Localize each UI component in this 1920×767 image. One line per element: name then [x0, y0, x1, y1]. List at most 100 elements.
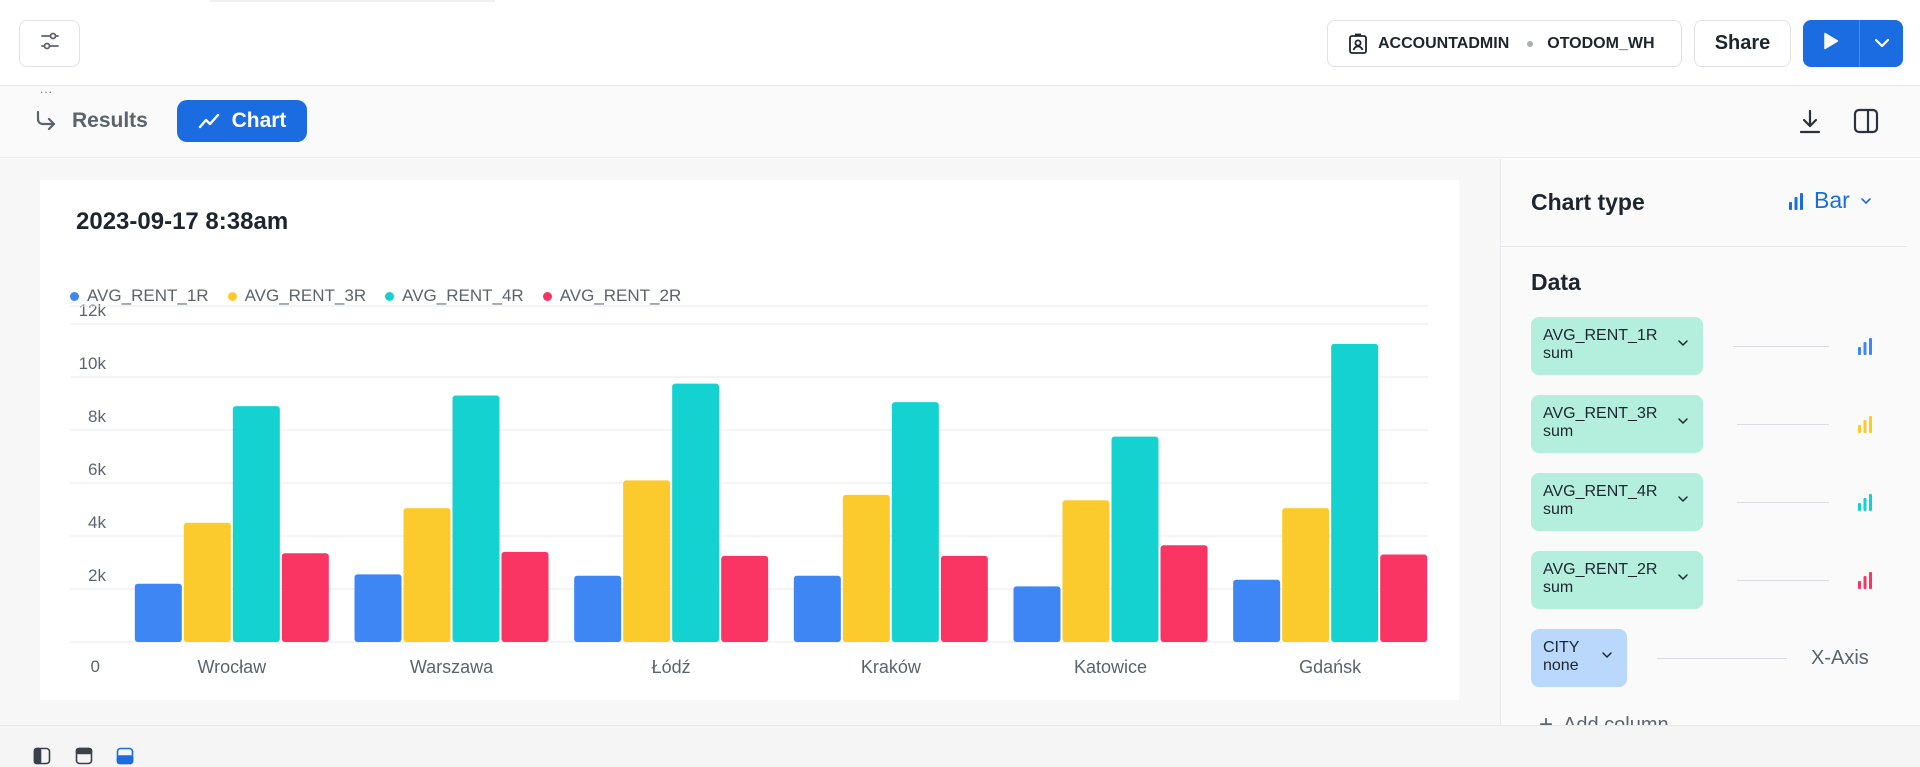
layout-sidebar-icon[interactable]	[33, 747, 51, 765]
legend-item[interactable]: AVG_RENT_4R	[385, 286, 524, 306]
layout-top-icon[interactable]	[75, 747, 93, 765]
column-aggregation: sum	[1543, 579, 1574, 596]
x-axis-column-pill[interactable]: CITY none	[1531, 629, 1627, 687]
legend-label: AVG_RENT_2R	[559, 286, 682, 305]
x-tick-label: Kraków	[861, 657, 922, 677]
column-name: AVG_RENT_2R	[1543, 561, 1658, 578]
arrow-return-icon	[34, 110, 58, 132]
chevron-down-icon	[1860, 197, 1872, 205]
bar-avg-rent-4r[interactable]	[672, 383, 720, 642]
x-tick-label: Katowice	[1074, 657, 1147, 677]
bar-avg-rent-3r[interactable]	[623, 480, 671, 642]
column-name: CITY	[1543, 639, 1580, 656]
chart-settings-panel: Chart type Bar Data AVG_RENT_1R sum AVG_…	[1500, 159, 1920, 738]
bar-avg-rent-4r[interactable]	[232, 406, 280, 642]
bar-avg-rent-2r[interactable]	[501, 551, 549, 642]
run-options-dropdown[interactable]	[1860, 20, 1903, 67]
bar-avg-rent-1r[interactable]	[354, 574, 402, 642]
scroll-ghost-text: ...	[40, 82, 54, 96]
sliders-icon	[39, 30, 61, 57]
bar-avg-rent-1r[interactable]	[1233, 579, 1281, 642]
chart-type-select[interactable]: Bar	[1788, 187, 1872, 214]
share-button[interactable]: Share	[1694, 20, 1791, 67]
layout-bottom-icon[interactable]	[116, 747, 134, 765]
download-icon[interactable]	[1797, 108, 1823, 136]
bar-avg-rent-2r[interactable]	[281, 553, 329, 642]
bar-series-icon[interactable]	[1857, 571, 1873, 589]
role-name: ACCOUNTADMIN	[1378, 34, 1510, 52]
legend-swatch	[385, 291, 395, 301]
divider-line	[1737, 580, 1829, 581]
bar-avg-rent-3r[interactable]	[1062, 500, 1110, 642]
bar-avg-rent-1r[interactable]	[1013, 586, 1061, 642]
legend-label: AVG_RENT_3R	[244, 286, 367, 305]
bar-series-icon[interactable]	[1857, 493, 1873, 511]
bar-avg-rent-4r[interactable]	[1111, 436, 1159, 642]
run-button-group	[1803, 20, 1903, 67]
column-row-avg-rent-2r: AVG_RENT_2R sum	[1531, 551, 1891, 609]
x-tick-label: Warszawa	[410, 657, 494, 677]
bar-avg-rent-3r[interactable]	[183, 522, 231, 642]
column-row-avg-rent-4r: AVG_RENT_4R sum	[1531, 473, 1891, 531]
bar-avg-rent-1r[interactable]	[574, 575, 622, 642]
tab-results[interactable]: Results	[34, 100, 148, 142]
x-tick-label: Wrocław	[197, 657, 267, 677]
divider-line	[1737, 502, 1829, 503]
tab-chart[interactable]: Chart	[177, 100, 307, 142]
chevron-down-icon	[1677, 339, 1689, 347]
tab-results-label: Results	[72, 109, 148, 132]
filter-settings-button[interactable]	[19, 20, 80, 67]
x-tick-label: Gdańsk	[1299, 657, 1362, 677]
bar-avg-rent-4r[interactable]	[891, 402, 939, 642]
column-row-city: CITY none X-Axis	[1531, 629, 1891, 687]
bar-avg-rent-3r[interactable]	[403, 508, 451, 642]
bar-avg-rent-2r[interactable]	[721, 555, 769, 642]
role-warehouse-selector[interactable]: ACCOUNTADMIN OTODOM_WH	[1327, 20, 1682, 67]
column-name: AVG_RENT_4R	[1543, 483, 1658, 500]
chart-type-row: Chart type Bar	[1501, 159, 1907, 247]
y-tick-label: 10k	[79, 354, 107, 373]
bar-avg-rent-4r[interactable]	[1331, 343, 1379, 642]
legend-item[interactable]: AVG_RENT_1R	[70, 286, 209, 306]
chart-card: 2023-09-17 8:38am AVG_RENT_1R AVG_RENT_3R…	[40, 180, 1459, 700]
column-aggregation: sum	[1543, 345, 1574, 362]
bar-avg-rent-2r[interactable]	[940, 555, 988, 642]
split-panel-icon[interactable]	[1853, 108, 1879, 134]
x-axis-role-label: X-Axis	[1811, 647, 1869, 669]
user-badge-icon	[1348, 33, 1368, 55]
bar-series-icon[interactable]	[1857, 415, 1873, 433]
column-pill[interactable]: AVG_RENT_3R sum	[1531, 395, 1703, 453]
column-pill[interactable]: AVG_RENT_1R sum	[1531, 317, 1703, 375]
bar-series-icon[interactable]	[1857, 337, 1873, 355]
chevron-down-icon	[1677, 573, 1689, 581]
bar-avg-rent-3r[interactable]	[842, 494, 890, 642]
chevron-down-icon	[1677, 417, 1689, 425]
column-name: AVG_RENT_1R	[1543, 327, 1658, 344]
bar-avg-rent-3r[interactable]	[1282, 508, 1330, 642]
chevron-down-icon	[1601, 651, 1613, 659]
bar-avg-rent-1r[interactable]	[134, 583, 182, 642]
x-tick-label: Łódź	[652, 657, 691, 677]
chevron-down-icon	[1874, 35, 1890, 53]
bar-avg-rent-2r[interactable]	[1380, 554, 1428, 642]
run-button[interactable]	[1803, 20, 1860, 67]
chart-type-value: Bar	[1814, 187, 1850, 213]
chart-legend: AVG_RENT_1R AVG_RENT_3R AVG_RENT_4R AVG_REN…	[70, 286, 700, 306]
legend-label: AVG_RENT_4R	[402, 286, 524, 305]
column-pill[interactable]: AVG_RENT_4R sum	[1531, 473, 1703, 531]
divider-line	[1657, 658, 1787, 659]
chart-title: 2023-09-17 8:38am	[76, 208, 289, 235]
bar-avg-rent-2r[interactable]	[1160, 545, 1208, 642]
legend-item[interactable]: AVG_RENT_3R	[227, 286, 367, 306]
bar-avg-rent-1r[interactable]	[793, 575, 841, 642]
legend-item[interactable]: AVG_RENT_2R	[542, 286, 682, 306]
column-aggregation: none	[1543, 657, 1579, 674]
bar-avg-rent-4r[interactable]	[452, 395, 500, 642]
divider-line	[1733, 346, 1829, 347]
legend-label: AVG_RENT_1R	[87, 286, 209, 305]
y-tick-label: 0	[91, 657, 100, 676]
y-tick-label: 12k	[79, 301, 107, 320]
bar-chart: 0 2k 4k 6k 8k 10k 12k Wrocław Warszawa Łódź Kraków…	[70, 301, 1428, 677]
column-pill[interactable]: AVG_RENT_2R sum	[1531, 551, 1703, 609]
data-heading: Data	[1531, 269, 1581, 295]
